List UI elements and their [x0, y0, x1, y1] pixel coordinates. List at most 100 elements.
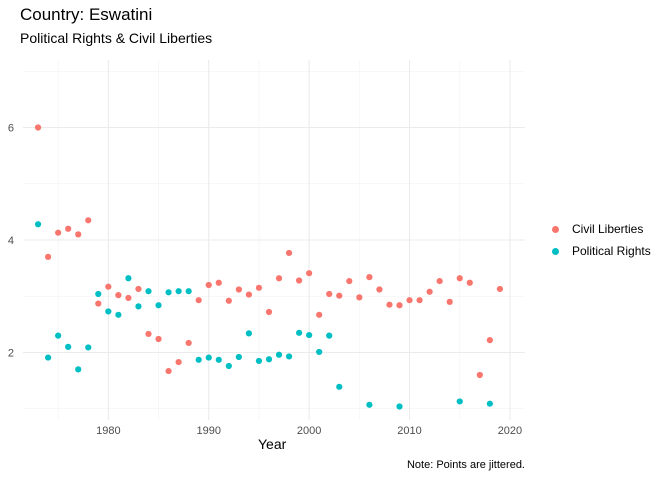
point-political-rights [255, 357, 263, 365]
x-axis-ticks: 1980 1990 2000 2010 2020 [96, 425, 522, 437]
point-civil-liberties [205, 281, 212, 289]
point-civil-liberties [195, 297, 202, 304]
y-axis-ticks: 2 4 6 [8, 123, 14, 360]
point-civil-liberties [396, 302, 403, 309]
point-civil-liberties [436, 277, 443, 285]
point-political-rights [105, 308, 112, 315]
point-political-rights [145, 288, 152, 295]
point-political-rights [366, 401, 373, 408]
point-civil-liberties [225, 297, 232, 304]
point-civil-liberties [486, 337, 493, 344]
point-political-rights [185, 288, 192, 295]
point-civil-liberties [285, 249, 293, 257]
point-civil-liberties [55, 229, 62, 236]
point-civil-liberties [255, 284, 263, 291]
point-civil-liberties [75, 231, 82, 238]
point-civil-liberties [145, 330, 152, 338]
x-axis-label: Year [258, 436, 287, 452]
point-civil-liberties [85, 217, 92, 224]
point-civil-liberties [456, 275, 463, 282]
legend-item-political-rights: Political Rights [552, 240, 651, 262]
point-civil-liberties [265, 308, 273, 316]
point-political-rights [135, 303, 142, 310]
point-civil-liberties [65, 225, 72, 232]
point-political-rights [285, 353, 293, 360]
point-civil-liberties [105, 283, 112, 290]
point-civil-liberties [155, 335, 162, 343]
legend-label-political-rights: Political Rights [572, 244, 651, 258]
point-civil-liberties [45, 253, 52, 260]
x-tick-label: 2000 [297, 425, 321, 437]
point-political-rights [215, 356, 222, 363]
point-civil-liberties [336, 292, 343, 299]
point-political-rights [296, 329, 303, 336]
point-political-rights [336, 383, 343, 390]
point-civil-liberties [245, 291, 252, 298]
data-points [34, 124, 503, 410]
point-civil-liberties [165, 367, 172, 375]
point-civil-liberties [346, 277, 353, 285]
point-political-rights [245, 330, 252, 337]
point-political-rights [85, 344, 92, 351]
chart-caption: Note: Points are jittered. [406, 459, 525, 471]
point-political-rights [326, 332, 333, 339]
point-civil-liberties [275, 275, 283, 282]
x-tick-label: 2020 [498, 425, 522, 437]
x-tick-label: 2010 [397, 425, 421, 437]
point-civil-liberties [296, 277, 303, 284]
point-political-rights [225, 362, 232, 370]
point-civil-liberties [185, 339, 192, 347]
point-political-rights [125, 275, 132, 282]
point-political-rights [316, 348, 323, 356]
legend-item-civil-liberties: Civil Liberties [552, 218, 651, 240]
point-political-rights [34, 221, 42, 228]
y-tick-label: 6 [8, 123, 14, 135]
point-civil-liberties [326, 290, 333, 298]
legend-key-political-rights [552, 247, 559, 255]
plot-grid [23, 60, 525, 420]
point-civil-liberties [125, 294, 132, 302]
point-civil-liberties [95, 300, 102, 307]
point-civil-liberties [215, 279, 222, 286]
point-civil-liberties [386, 301, 393, 308]
point-political-rights [55, 332, 62, 339]
point-political-rights [65, 343, 72, 350]
point-civil-liberties [416, 297, 423, 304]
point-civil-liberties [376, 286, 383, 293]
point-political-rights [115, 311, 122, 318]
point-political-rights [205, 354, 212, 361]
point-civil-liberties [466, 279, 473, 286]
point-political-rights [456, 398, 463, 405]
legend-label-civil-liberties: Civil Liberties [572, 222, 644, 236]
point-political-rights [235, 353, 242, 361]
point-political-rights [155, 302, 162, 309]
point-civil-liberties [235, 286, 242, 293]
point-political-rights [165, 289, 172, 296]
point-civil-liberties [115, 292, 122, 299]
point-political-rights [275, 351, 283, 358]
point-civil-liberties [316, 311, 323, 318]
point-civil-liberties [476, 371, 483, 379]
point-political-rights [486, 400, 493, 407]
point-political-rights [95, 290, 102, 298]
chart-subtitle: Political Rights & Civil Liberties [20, 30, 213, 46]
point-civil-liberties [406, 297, 413, 304]
point-civil-liberties [366, 274, 373, 281]
point-civil-liberties [135, 285, 142, 293]
point-civil-liberties [34, 124, 42, 131]
point-civil-liberties [306, 270, 313, 277]
point-civil-liberties [446, 298, 453, 305]
point-civil-liberties [496, 285, 503, 293]
legend-key-civil-liberties [552, 225, 559, 233]
y-tick-label: 4 [8, 235, 14, 247]
point-civil-liberties [175, 358, 182, 366]
point-political-rights [195, 356, 202, 363]
point-political-rights [265, 356, 273, 363]
point-political-rights [396, 403, 403, 410]
x-tick-label: 1990 [196, 425, 220, 437]
point-civil-liberties [426, 288, 433, 295]
point-political-rights [45, 354, 52, 361]
legend: Civil Liberties Political Rights [552, 218, 651, 262]
x-tick-label: 1980 [96, 425, 120, 437]
